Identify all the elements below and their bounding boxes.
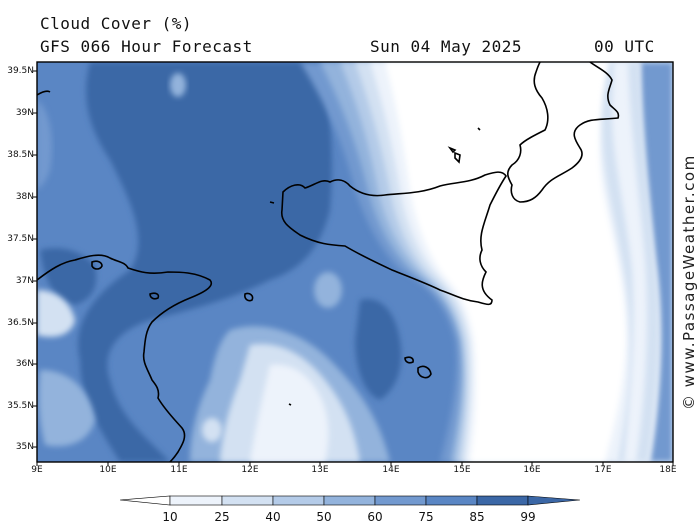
legend-label: 40 bbox=[265, 510, 281, 524]
lon-label: 9E bbox=[31, 465, 43, 475]
lon-label: 15E bbox=[453, 465, 471, 475]
lat-label: 38N bbox=[15, 192, 34, 202]
coastlines bbox=[37, 62, 620, 462]
legend-label: 85 bbox=[469, 510, 485, 524]
lon-label: 13E bbox=[311, 465, 329, 475]
site-credit: © www.PassageWeather.com bbox=[680, 154, 698, 410]
lon-label: 17E bbox=[594, 465, 612, 475]
chart-subtitle: GFS 066 Hour Forecast bbox=[40, 37, 253, 56]
forecast-date: Sun 04 May 2025 bbox=[370, 37, 522, 56]
lat-label: 38.5N bbox=[7, 150, 34, 160]
legend-label: 50 bbox=[316, 510, 332, 524]
lat-label: 39.5N bbox=[7, 66, 34, 76]
chart-title: Cloud Cover (%) bbox=[40, 14, 192, 33]
lon-label: 11E bbox=[170, 465, 188, 475]
lat-label: 37.5N bbox=[7, 234, 34, 244]
lat-label: 36.5N bbox=[7, 318, 34, 328]
legend-label: 60 bbox=[367, 510, 383, 524]
legend-label: 10 bbox=[162, 510, 178, 524]
legend-label: 25 bbox=[214, 510, 230, 524]
lon-label: 16E bbox=[523, 465, 541, 475]
lat-label: 35.5N bbox=[7, 401, 34, 411]
lat-label: 35N bbox=[15, 442, 34, 452]
legend-label: 75 bbox=[418, 510, 434, 524]
lat-label: 39N bbox=[15, 108, 34, 118]
lat-label: 37N bbox=[15, 276, 34, 286]
forecast-time: 00 UTC bbox=[594, 37, 655, 56]
lon-label: 12E bbox=[241, 465, 259, 475]
legend-label: 99 bbox=[520, 510, 536, 524]
axis-ticks bbox=[33, 70, 674, 466]
lon-label: 10E bbox=[99, 465, 117, 475]
lat-label: 36N bbox=[15, 359, 34, 369]
legend-bar bbox=[119, 495, 581, 506]
cloud-field bbox=[37, 62, 673, 462]
lon-label: 18E bbox=[659, 465, 677, 475]
lon-label: 14E bbox=[382, 465, 400, 475]
